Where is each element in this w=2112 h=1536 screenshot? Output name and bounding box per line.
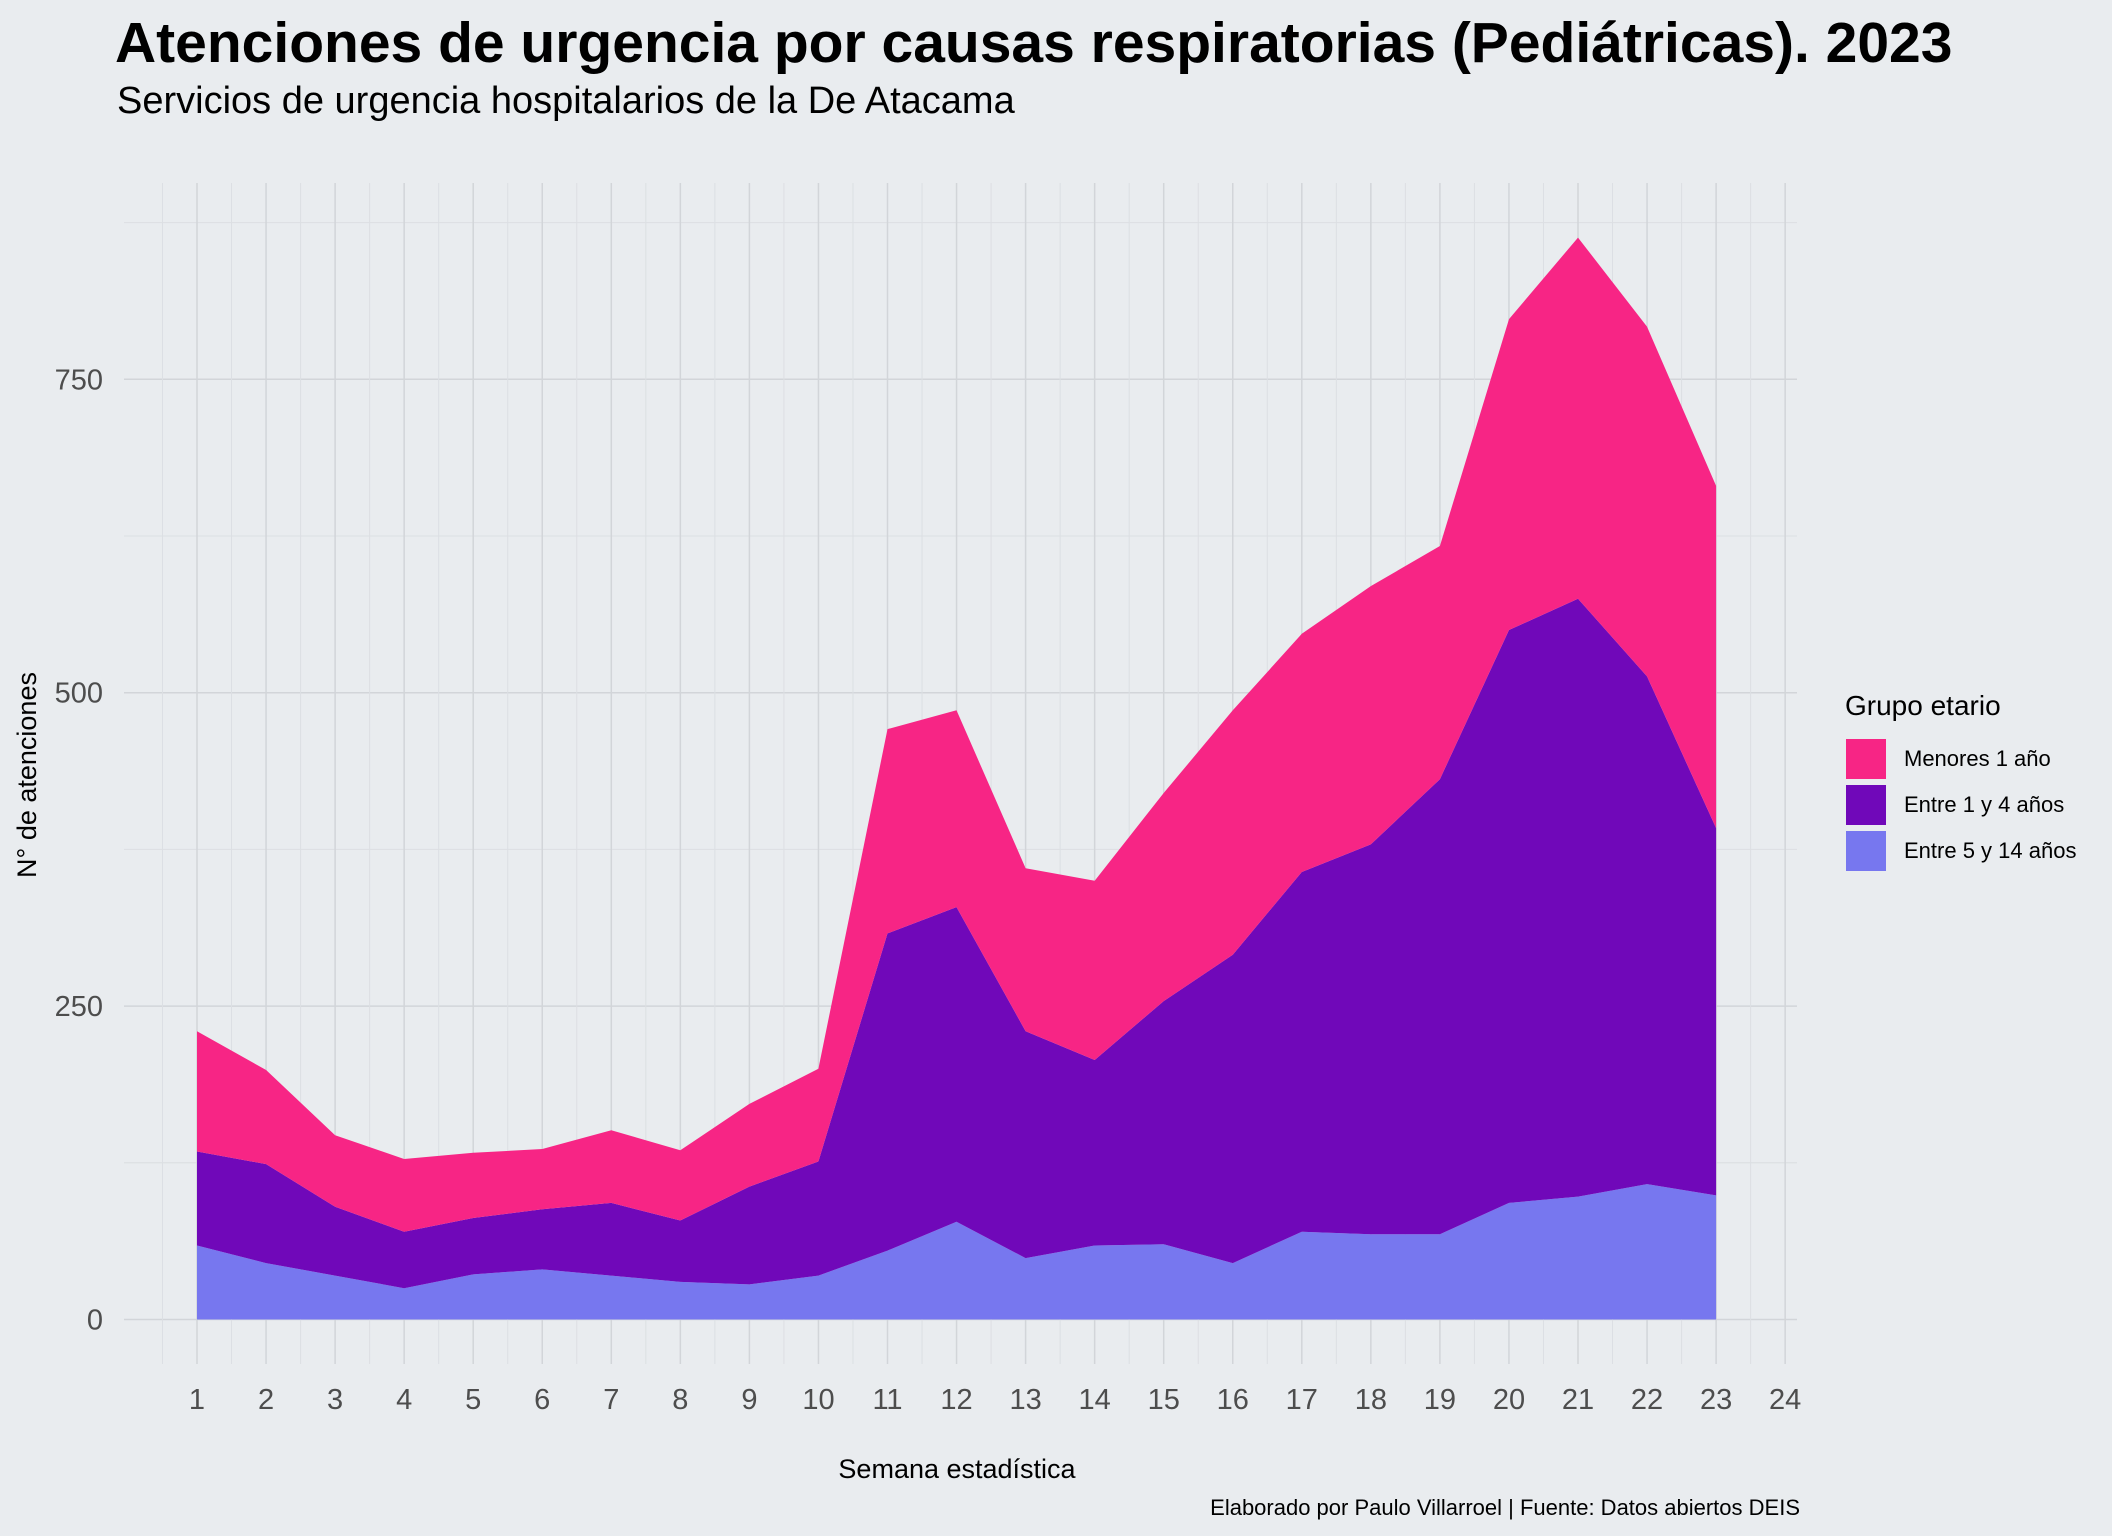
x-tick-label: 21 [1562,1384,1594,1416]
legend-title: Grupo etario [1845,690,2001,721]
x-tick-label: 18 [1355,1384,1387,1416]
area-series [197,237,1717,1320]
legend-label: Menores 1 año [1904,746,2051,771]
x-tick-label: 20 [1493,1384,1525,1416]
legend: Grupo etario Menores 1 año Entre 1 y 4 añ… [1845,690,2076,874]
legend-label: Entre 1 y 4 años [1904,792,2065,817]
x-tick-label: 16 [1217,1384,1249,1416]
legend-item: Menores 1 año [1845,736,2076,782]
x-tick-label: 11 [872,1384,902,1416]
x-tick-label: 1 [189,1384,205,1416]
y-tick-label: 750 [55,364,103,396]
chart-caption: Elaborado por Paulo Villarroel | Fuente:… [1210,1495,1800,1520]
x-tick-label: 12 [940,1384,972,1416]
legend-key [1845,738,1887,780]
y-tick-label: 500 [55,678,103,710]
x-tick-label: 10 [802,1384,834,1416]
legend-label: Entre 5 y 14 años [1904,838,2077,863]
y-axis-title: N° de atenciones [12,672,42,878]
chart-subtitle: Servicios de urgencia hospitalarios de l… [117,80,1015,122]
x-tick-label: 13 [1009,1384,1041,1416]
x-tick-label: 3 [327,1384,343,1416]
legend-items: Menores 1 año Entre 1 y 4 años Entre 5 y 1… [1845,736,2076,874]
x-tick-label: 6 [534,1384,550,1416]
legend-key [1845,784,1887,826]
legend-item: Entre 1 y 4 años [1845,782,2076,828]
area-menores-1-ano [197,237,1717,1232]
y-tick-label: 0 [87,1305,103,1337]
area-entre-1-y-4-anos [197,598,1717,1289]
x-tick-label: 22 [1631,1384,1663,1416]
x-tick-label: 19 [1424,1384,1456,1416]
x-tick-label: 14 [1079,1384,1111,1416]
x-tick-label: 5 [465,1384,481,1416]
legend-key [1845,830,1887,872]
x-tick-label: 15 [1148,1384,1180,1416]
x-tick-label: 2 [258,1384,274,1416]
x-axis-title: Semana estadística [838,1454,1076,1484]
x-tick-label: 23 [1700,1384,1732,1416]
x-tick-label: 4 [396,1384,412,1416]
x-tick-label: 24 [1769,1384,1801,1416]
area-entre-5-y-14-anos [197,1184,1717,1320]
x-tick-label: 17 [1286,1384,1318,1416]
legend-item: Entre 5 y 14 años [1845,828,2076,874]
x-tick-label: 9 [741,1384,757,1416]
y-tick-label: 250 [55,991,103,1023]
x-tick-label: 8 [672,1384,688,1416]
chart-title: Atenciones de urgencia por causas respir… [115,11,1953,75]
x-tick-label: 7 [603,1384,619,1416]
